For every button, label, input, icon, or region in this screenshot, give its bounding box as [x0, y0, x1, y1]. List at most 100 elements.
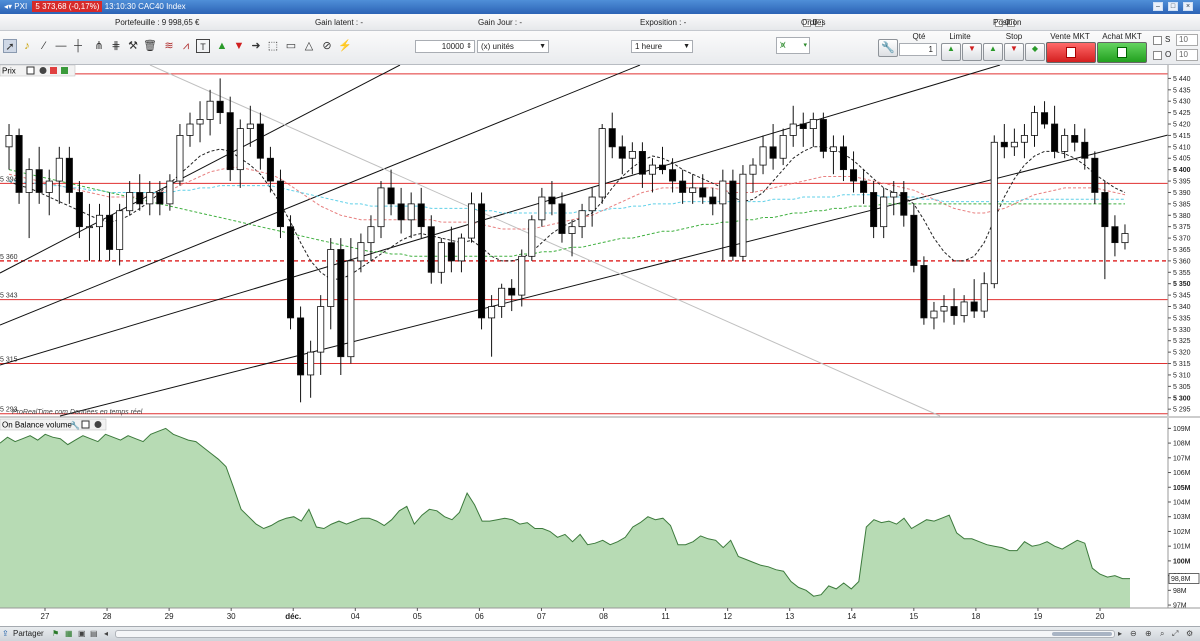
- window-menu-icon[interactable]: ◂▾: [4, 2, 13, 11]
- o-value-input[interactable]: 10: [1176, 49, 1198, 61]
- partager-button[interactable]: Partager: [13, 629, 44, 638]
- candle-body: [940, 306, 948, 312]
- s-value-input[interactable]: 10: [1176, 34, 1198, 46]
- trash-icon[interactable]: 🗑: [143, 40, 157, 52]
- minimize-icon[interactable]: –: [1153, 2, 1163, 11]
- title-left: ◂▾ PXI 5 373,68 (-0,17%) 13:10:30 CAC40 …: [4, 0, 186, 14]
- vertical-line-icon[interactable]: ┼: [74, 40, 82, 52]
- chart-area[interactable]: 5 394 5 360 5 343 5 315 5 293 5 295 5 300 5 30…: [0, 65, 1200, 626]
- obv-area: [0, 427, 1130, 608]
- timeframe-select[interactable]: 1 heure ▼: [631, 40, 693, 53]
- settings-icon[interactable]: ⚙: [1186, 629, 1194, 638]
- close-icon[interactable]: ×: [1183, 2, 1193, 11]
- indicator-menu-button[interactable]: ⩙ ▾: [776, 37, 810, 54]
- measure-tool-icon[interactable]: ⚒: [128, 40, 138, 52]
- limite-buy-button[interactable]: ▲: [941, 43, 961, 61]
- magnifier-icon[interactable]: ⌕: [1160, 629, 1165, 638]
- candle-body: [970, 301, 978, 312]
- price-tick-label: 5 390: [1173, 190, 1191, 197]
- stop-buy-button[interactable]: ▲: [983, 43, 1003, 61]
- horizontal-scrollbar[interactable]: [115, 630, 1115, 638]
- candle: [598, 124, 606, 204]
- obv-settings-icon[interactable]: 🔧: [70, 420, 80, 430]
- candle-body: [467, 203, 476, 239]
- scrollbar-thumb[interactable]: [1052, 632, 1112, 636]
- timeframe-dropdown-icon[interactable]: ▼: [683, 43, 690, 50]
- limite-sell-button[interactable]: ▼: [962, 43, 982, 61]
- panel-close-icon[interactable]: [39, 67, 47, 74]
- layout-icon[interactable]: ▣: [78, 629, 86, 638]
- channel-tool-icon[interactable]: ⋔: [94, 40, 104, 52]
- vente-mkt-button[interactable]: [1046, 42, 1096, 63]
- o-checkbox[interactable]: [1153, 51, 1162, 60]
- line-tool-icon[interactable]: ⁄: [43, 40, 45, 52]
- position-expand-icon[interactable]: [1007, 18, 1015, 27]
- price-panel[interactable]: 5 394 5 360 5 343 5 315 5 293 5 295 5 300 5 30…: [0, 65, 1200, 417]
- ordres-checkbox-icon[interactable]: [803, 18, 811, 27]
- candle: [1041, 101, 1049, 129]
- wrench-icon[interactable]: 🔧: [878, 39, 898, 57]
- text-tool-icon[interactable]: T: [196, 39, 210, 53]
- stop-extra-button[interactable]: ◆: [1025, 43, 1045, 61]
- quantity-stepper-icon[interactable]: ⇕: [466, 43, 472, 50]
- s-checkbox[interactable]: [1153, 36, 1162, 45]
- panel-up-icon[interactable]: [61, 67, 68, 74]
- quantity-value: 10000: [441, 42, 464, 51]
- candle-body: [206, 100, 214, 120]
- fibonacci-icon[interactable]: ≋: [164, 40, 174, 52]
- unit-select[interactable]: (x) unités ▼: [477, 40, 549, 53]
- candle: [1061, 128, 1069, 159]
- candle: [900, 181, 908, 227]
- fit-icon[interactable]: ⤢: [1172, 629, 1179, 638]
- candle-body: [799, 123, 807, 129]
- candle-body: [829, 146, 837, 152]
- gain-latent-value: Gain latent : -: [315, 18, 364, 27]
- zoom-out-icon[interactable]: ⊖: [1130, 629, 1137, 638]
- panel-maximize-icon[interactable]: [26, 66, 35, 75]
- qte-label: Qté: [912, 32, 926, 41]
- quantity-input[interactable]: 10000 ⇕: [415, 40, 475, 53]
- limite-label: Limite: [949, 32, 971, 41]
- position-summary[interactable]: Position : 00: [993, 14, 1021, 44]
- indicator-dropdown-icon[interactable]: ▾: [803, 42, 807, 49]
- maximize-icon[interactable]: □: [1168, 2, 1178, 11]
- price-panel-header: Prix: [0, 65, 76, 77]
- flag-icon[interactable]: ⚑: [52, 629, 60, 638]
- rectangle-tool-icon[interactable]: ▭: [285, 40, 297, 52]
- down-arrow-icon[interactable]: ▼: [233, 40, 245, 52]
- obv-close-icon[interactable]: [94, 421, 102, 428]
- candle: [116, 203, 124, 266]
- scroll-left-icon[interactable]: ◂: [104, 629, 109, 638]
- up-arrow-icon[interactable]: ▲: [216, 40, 228, 52]
- alert-bell-icon[interactable]: ♪: [24, 40, 30, 52]
- ordres-summary[interactable]: Ordres : 00: [801, 14, 825, 44]
- scroll-right-icon[interactable]: ▸: [1118, 629, 1123, 638]
- share-icon[interactable]: ⇪: [2, 629, 9, 638]
- zoom-in-icon[interactable]: ⊕: [1145, 629, 1152, 638]
- achat-mkt-button[interactable]: [1097, 42, 1147, 63]
- obv-panel[interactable]: 97M98M99M100M101M102M103M104M105M106M107…: [0, 418, 1200, 610]
- pointer-tool-icon[interactable]: ➚: [3, 39, 17, 53]
- horizontal-line-icon[interactable]: —: [55, 40, 67, 52]
- candle-body: [890, 192, 898, 198]
- qte-input[interactable]: 1: [899, 43, 937, 56]
- zigzag-icon[interactable]: ⩘: [182, 40, 190, 52]
- tile-icon[interactable]: ▤: [90, 629, 98, 638]
- indicator-chart-icon: ⩙: [780, 40, 786, 51]
- candle: [508, 279, 516, 312]
- triangle-tool-icon[interactable]: △: [304, 40, 314, 52]
- fan-tool-icon[interactable]: ⋕: [111, 40, 121, 52]
- ellipse-tool-icon[interactable]: ⊘: [322, 40, 332, 52]
- grid-icon[interactable]: ▦: [65, 629, 73, 638]
- price-tick-label: 5 360: [1173, 258, 1191, 265]
- rectangle-select-icon[interactable]: ⬚: [267, 40, 279, 52]
- menu-label[interactable]: PXI: [14, 2, 28, 11]
- panel-add-icon[interactable]: [50, 67, 57, 74]
- right-arrow-icon[interactable]: ➜: [251, 40, 261, 52]
- obv-maximize-icon[interactable]: [81, 420, 90, 429]
- position-checkbox-icon[interactable]: [995, 18, 1003, 27]
- magic-wand-icon[interactable]: ⚡: [338, 40, 352, 52]
- stop-sell-button[interactable]: ▼: [1004, 43, 1024, 61]
- unit-dropdown-icon[interactable]: ▼: [539, 43, 546, 50]
- ordres-expand-icon[interactable]: [815, 18, 823, 27]
